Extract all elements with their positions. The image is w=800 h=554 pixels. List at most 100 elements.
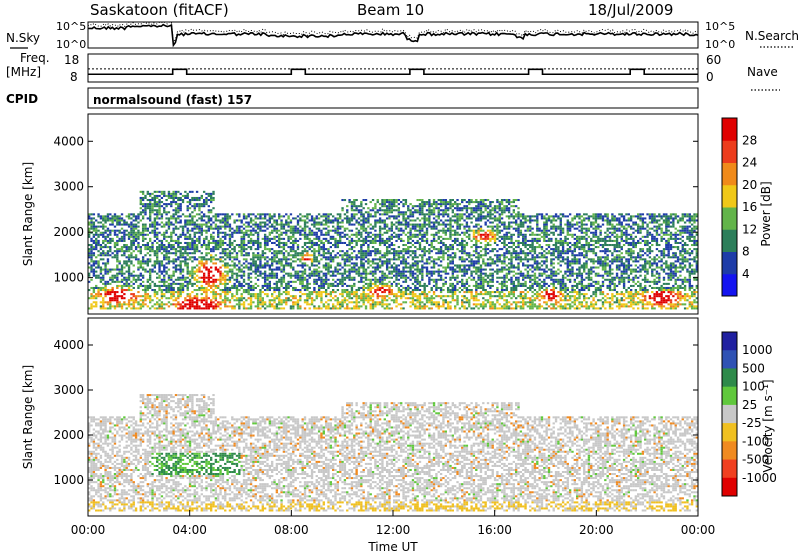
power-cell (472, 295, 476, 298)
power-cell (446, 303, 450, 306)
power-cell (306, 246, 309, 249)
power-cell (116, 291, 119, 294)
power-cell (280, 252, 283, 255)
power-cell (228, 268, 232, 271)
power-cell (214, 219, 218, 222)
power-cell (435, 284, 438, 287)
power-cell (463, 274, 466, 277)
power-cell (355, 199, 358, 202)
power-cell (177, 217, 180, 220)
power-cell (355, 219, 358, 222)
power-cell (451, 266, 454, 269)
power-cell (167, 235, 171, 238)
power-cell (130, 256, 133, 259)
power-cell (381, 209, 384, 212)
power-cell (303, 231, 307, 234)
power-cell (268, 264, 271, 267)
power-cell (322, 254, 325, 257)
power-cell (102, 246, 105, 249)
power-cell (360, 295, 363, 298)
power-cell (463, 246, 466, 249)
power-cell (249, 272, 253, 275)
power-cell (322, 250, 325, 253)
power-cell (134, 299, 138, 302)
power-cell (385, 229, 389, 232)
freq-tick-top: 18 (64, 53, 79, 67)
power-cell (468, 215, 471, 218)
power-cell (374, 276, 377, 279)
power-cell (181, 201, 185, 204)
power-cell (259, 272, 262, 275)
power-cell (191, 256, 194, 259)
power-cell (280, 231, 283, 234)
power-cell (151, 209, 154, 212)
power-cell (432, 221, 436, 224)
power-cell (195, 248, 199, 251)
power-cell (339, 221, 342, 224)
power-cell (308, 231, 311, 234)
power-cell (350, 246, 354, 249)
power-cell (109, 254, 112, 257)
power-cell (141, 225, 145, 228)
power-cell (369, 209, 372, 212)
power-cell (102, 241, 105, 244)
power-cell (374, 303, 377, 306)
power-cell (111, 239, 114, 242)
power-cell (146, 252, 149, 255)
power-cell (416, 289, 419, 292)
power-cell (393, 205, 396, 208)
power-cell (156, 284, 159, 287)
power-cell (118, 229, 121, 232)
power-cell (240, 254, 243, 257)
power-cell (153, 221, 157, 224)
power-cell (285, 262, 288, 265)
power-cell (278, 241, 281, 244)
power-cell (357, 270, 361, 273)
power-cell (261, 254, 264, 257)
power-cell (400, 213, 403, 216)
power-cell (472, 244, 476, 247)
power-cell (186, 192, 189, 195)
power-cell (109, 282, 112, 285)
power-cell (92, 272, 96, 275)
power-cell (409, 264, 412, 267)
power-cell (226, 272, 229, 275)
power-cell (174, 268, 178, 271)
power-cell (90, 305, 93, 308)
power-cell (188, 215, 192, 218)
power-cell (472, 266, 476, 269)
power-cell (324, 221, 328, 224)
power-cell (458, 250, 462, 253)
power-cell (454, 276, 457, 279)
power-cell (367, 258, 370, 261)
power-cell (416, 301, 419, 304)
power-cell (292, 260, 295, 263)
power-cell (165, 258, 168, 261)
power-cell (282, 237, 286, 240)
power-cell (156, 252, 159, 255)
power-cell (88, 272, 91, 275)
power-cell (249, 229, 253, 232)
power-cell (475, 286, 478, 289)
power-cell (432, 262, 436, 265)
power-cell (378, 256, 382, 259)
power-cell (219, 272, 222, 275)
power-cell (439, 229, 443, 232)
power-cell (454, 241, 457, 244)
power-cell (134, 246, 138, 249)
power-cell (282, 299, 286, 302)
power-cell (191, 239, 194, 242)
power-cell (369, 223, 372, 226)
power-cell (313, 221, 316, 224)
power-cell (430, 278, 433, 281)
power-cell (127, 213, 131, 216)
power-cell (465, 244, 469, 247)
power-cell (153, 229, 157, 232)
power-cell (207, 244, 210, 247)
power-cell (191, 297, 194, 300)
power-cell (463, 291, 466, 294)
power-cell (444, 307, 447, 310)
power-cell (102, 268, 105, 271)
power-cell (271, 241, 274, 244)
power-cell (468, 201, 471, 204)
